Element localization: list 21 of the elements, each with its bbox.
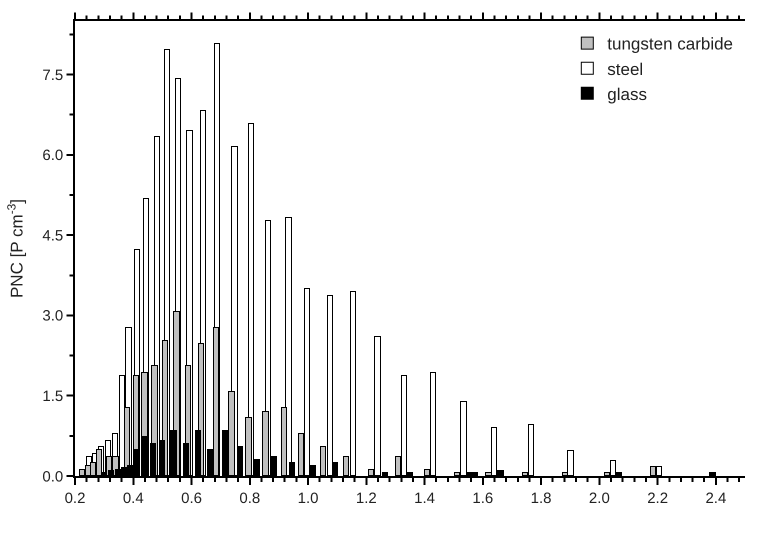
x-tick-label: 0.6 <box>181 490 202 507</box>
x-tick-label: 1.0 <box>298 490 318 507</box>
legend-label: tungsten carbide <box>607 34 734 54</box>
x-tick-label: 1.6 <box>472 490 494 507</box>
y-tick-label: 6.0 <box>42 147 64 164</box>
x-tick-label: 1.4 <box>414 490 435 507</box>
y-tick-label: 0.0 <box>42 468 64 486</box>
y-tick-label: 3.0 <box>42 308 64 325</box>
x-tick-label: 0.2 <box>64 490 86 507</box>
x-tick-label: 2.0 <box>588 490 610 507</box>
x-tick-label: 1.2 <box>356 490 377 507</box>
x-tick-label: 0.8 <box>239 490 260 507</box>
y-tick-label: 7.5 <box>42 66 64 84</box>
x-tick-label: 2.2 <box>647 490 668 507</box>
x-tick-label: 1.8 <box>530 490 552 507</box>
x-tick-label: 0.4 <box>122 490 144 507</box>
legend-label: glass <box>607 84 647 104</box>
y-tick-label: 1.5 <box>42 388 64 405</box>
x-tick-label: 2.4 <box>705 490 726 507</box>
y-tick-label: 4.5 <box>42 227 64 244</box>
legend-label: steel <box>607 60 644 79</box>
